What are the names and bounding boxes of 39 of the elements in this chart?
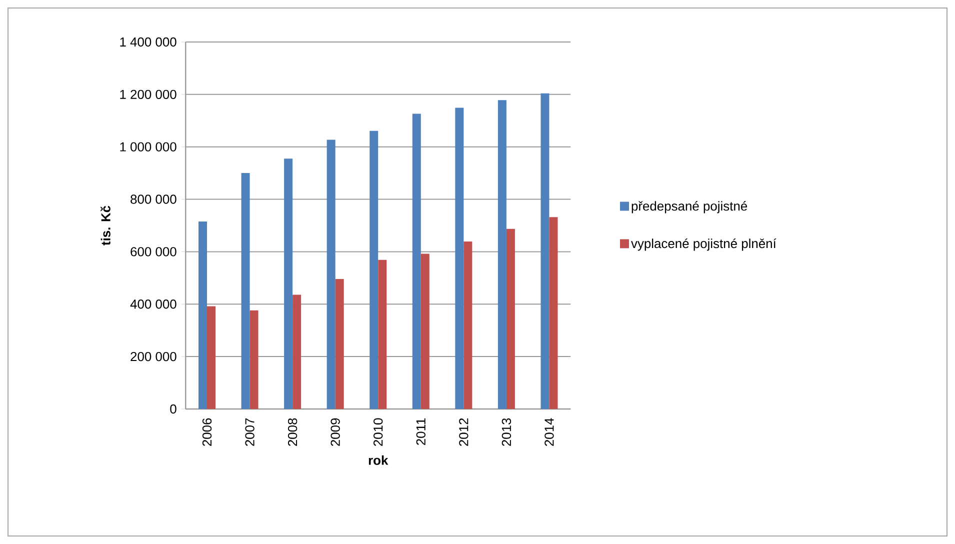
bar: [250, 310, 258, 409]
bar: [506, 228, 515, 409]
x-tick-label: 2007: [245, 418, 254, 446]
x-tick-label: 2013: [502, 418, 512, 446]
legend-label: vyplacené pojistné plnění: [631, 238, 776, 251]
y-axis-title: tis. Kč: [100, 206, 110, 246]
x-tick-label: 2009: [330, 418, 340, 446]
bar: [284, 158, 293, 409]
bar: [378, 260, 387, 409]
x-tick-label: 2012: [459, 418, 468, 446]
bar: [455, 108, 464, 409]
y-tick-label: 1 400 000: [120, 37, 176, 47]
bar: [198, 222, 208, 409]
bar: [370, 130, 378, 409]
x-tick-label: 2011: [416, 418, 426, 445]
y-tick-label: 1 000 000: [120, 142, 176, 152]
x-axis-title: rok: [368, 455, 388, 465]
y-tick-label: 400 000: [130, 300, 176, 309]
y-tick-label: 200 000: [130, 352, 176, 362]
bar: [464, 241, 472, 409]
bar: [420, 254, 430, 409]
bar: [335, 278, 344, 409]
x-tick-label: 2014: [544, 418, 554, 446]
x-tick-label: 2008: [288, 418, 298, 446]
bar: [549, 217, 558, 409]
y-tick-label: 600 000: [130, 247, 176, 256]
bar: [292, 294, 302, 409]
y-tick-label: 800 000: [130, 194, 176, 204]
bar: [326, 140, 336, 409]
x-tick-label: 2006: [202, 418, 212, 446]
y-tick-label: 1 200 000: [120, 90, 176, 99]
bar: [241, 173, 250, 409]
legend-label: předepsané pojistné: [632, 201, 748, 214]
y-tick-label: 0: [170, 404, 176, 414]
x-tick-label: 2010: [374, 418, 383, 446]
bar: [498, 100, 506, 409]
bar: [540, 93, 550, 409]
bar: [207, 306, 216, 409]
bar: [412, 114, 421, 409]
